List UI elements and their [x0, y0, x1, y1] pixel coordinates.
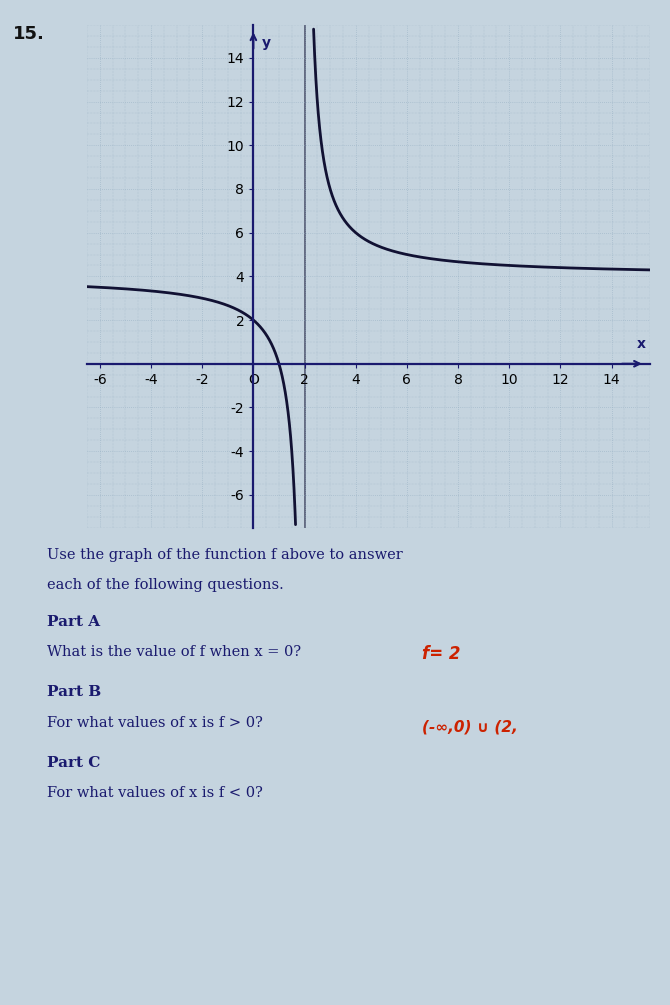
Text: 15.: 15. — [13, 25, 46, 43]
Text: Part A: Part A — [47, 615, 100, 629]
Text: Part C: Part C — [47, 756, 100, 770]
Text: y: y — [263, 36, 271, 50]
Text: f= 2: f= 2 — [422, 645, 460, 663]
Text: x: x — [637, 337, 646, 351]
Text: (-∞,0) ∪ (2,: (-∞,0) ∪ (2, — [422, 720, 518, 735]
Text: For what values of x is f < 0?: For what values of x is f < 0? — [47, 786, 263, 800]
Text: each of the following questions.: each of the following questions. — [47, 578, 283, 592]
Text: Use the graph of the function f above to answer: Use the graph of the function f above to… — [47, 548, 403, 562]
Text: What is the value of f when x = 0?: What is the value of f when x = 0? — [47, 645, 301, 659]
Text: For what values of x is f > 0?: For what values of x is f > 0? — [47, 716, 263, 730]
Text: Part B: Part B — [47, 685, 101, 699]
